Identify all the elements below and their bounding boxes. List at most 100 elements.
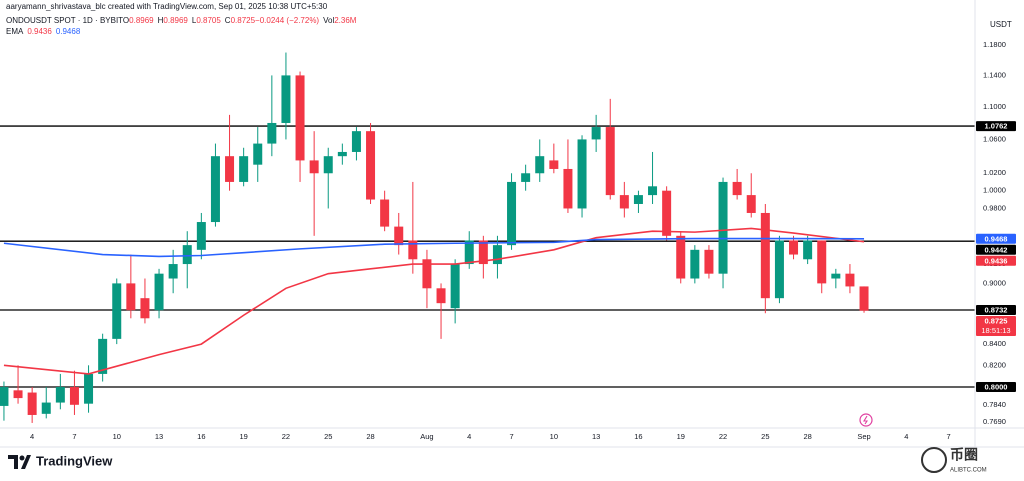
candle-body (84, 373, 94, 404)
y-tick-label: 0.9000 (983, 278, 1006, 287)
price-label: 0.9442 (985, 245, 1008, 254)
symbol: ONDOUSDT SPOT · 1D · BYBIT (6, 16, 123, 25)
candle-body (648, 186, 658, 196)
ema-legend: EMA 0.9436 0.9468 (6, 27, 81, 36)
watermark-title: 币圈 (950, 447, 978, 463)
candle-body (239, 156, 249, 182)
candle-body (408, 240, 418, 260)
brand-logo (8, 455, 31, 469)
price-label: 0.9468 (985, 234, 1008, 243)
candle-body (549, 160, 559, 169)
candle-body (591, 127, 601, 140)
ohlc-part: Vol (323, 16, 334, 25)
candle-body (746, 195, 756, 213)
ohlc-part: 0.8705 (196, 16, 221, 25)
price-label-box (976, 121, 1016, 132)
y-tick-label: 1.1400 (983, 70, 1006, 79)
price-label: 0.8000 (985, 383, 1008, 392)
x-tick-label: 7 (947, 432, 951, 441)
y-tick-label: 1.0000 (983, 186, 1006, 195)
candle-body (323, 156, 333, 174)
ema-line (3, 237, 865, 258)
price-label: 0.8725 (985, 316, 1008, 325)
candle-body (450, 264, 460, 309)
x-tick-label: 13 (155, 432, 163, 441)
candle-body (13, 390, 23, 399)
ohlc-part: C (225, 16, 231, 25)
price-label: 0.8732 (985, 305, 1008, 314)
ohlc: O0.8969 H0.8969 L0.8705 C0.8725−0.0244 (−2.… (123, 16, 357, 25)
candle-body (521, 173, 531, 182)
candle-body (394, 226, 404, 246)
price-label-box (976, 244, 1016, 255)
candle-body (464, 240, 474, 265)
y-tick-label: 1.0200 (983, 168, 1006, 177)
candle-body (27, 392, 37, 415)
y-tick-label: 0.8200 (983, 360, 1006, 369)
price-label-box (976, 255, 1016, 266)
candle-body (366, 131, 376, 200)
x-tick-label: 28 (366, 432, 374, 441)
candle-body (845, 273, 855, 287)
candle-body (535, 156, 545, 174)
x-tick-label: Aug (420, 432, 433, 441)
x-tick-label: 25 (761, 432, 769, 441)
candle-body (154, 273, 164, 311)
candle-body (478, 240, 488, 265)
candle-body (69, 387, 79, 405)
candle-body (351, 131, 361, 152)
candle-body (309, 160, 319, 174)
currency-label: USDT (990, 20, 1012, 29)
x-tick-label: 22 (719, 432, 727, 441)
candle-body (577, 139, 587, 209)
candle-body (422, 259, 432, 289)
price-label: 1.0762 (985, 122, 1008, 131)
candle-body (803, 240, 813, 260)
price-label-box (976, 304, 1016, 315)
watermark: 币圈 ALIBTC.COM (921, 447, 987, 474)
candle-body (168, 264, 178, 279)
x-tick-label: 7 (509, 432, 513, 441)
ohlc-part: 0.8969 (129, 16, 154, 25)
candle-body (789, 240, 799, 255)
y-tick-label: 1.1000 (983, 102, 1006, 111)
x-tick-label: 7 (72, 432, 76, 441)
ohlc-part: O (123, 16, 129, 25)
candle-body (817, 240, 827, 284)
candle-body (295, 75, 305, 161)
candle-body (690, 249, 700, 279)
x-tick-label: 10 (550, 432, 558, 441)
candle-body (380, 199, 390, 227)
symbol-line: ONDOUSDT SPOT · 1D · BYBITO0.8969 H0.8969… (6, 16, 357, 25)
candle-body (859, 286, 869, 311)
x-tick-label: 25 (324, 432, 332, 441)
x-tick-label: 4 (30, 432, 34, 441)
ohlc-part: L (192, 16, 197, 25)
price-label-box (976, 233, 1016, 244)
candle-body (492, 245, 502, 265)
countdown: 18:51:13 (981, 326, 1010, 335)
candle-body (831, 273, 841, 279)
brand-name: TradingView (36, 453, 113, 468)
candle-body (676, 235, 686, 279)
candle-body (507, 181, 517, 246)
ema-line (3, 227, 865, 375)
candle-body (563, 168, 573, 209)
y-tick-label: 0.7690 (983, 417, 1006, 426)
x-tick-label: 4 (467, 432, 471, 441)
ohlc-part: −0.0244 (−2.72%) (255, 16, 319, 25)
candle-body (718, 181, 728, 274)
candle-body (281, 75, 291, 123)
plot-area (0, 52, 975, 423)
attribution: aaryamann_shrivastava_blc created with T… (6, 2, 328, 11)
candle-body (436, 288, 446, 304)
candle-body (704, 249, 714, 274)
candle-body (774, 240, 784, 299)
candle-body (337, 151, 347, 157)
ohlc-part: H (158, 16, 164, 25)
candle-body (633, 195, 643, 204)
x-tick-label: 19 (677, 432, 685, 441)
x-tick-label: 22 (282, 432, 290, 441)
ohlc-part: 0.8725 (231, 16, 256, 25)
